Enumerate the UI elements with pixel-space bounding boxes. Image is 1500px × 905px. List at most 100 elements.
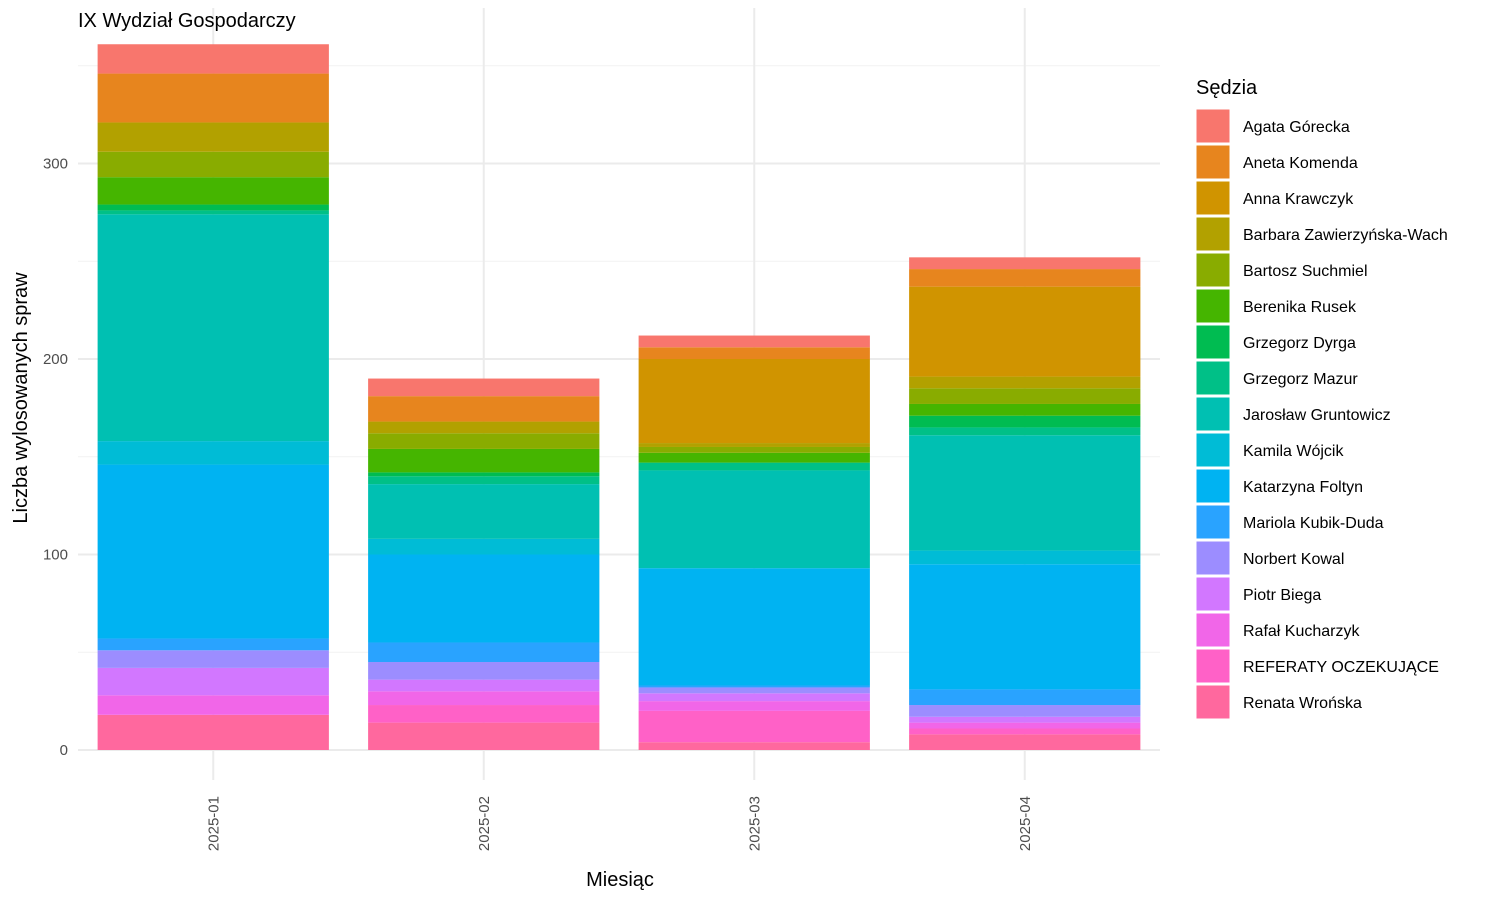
bar-segment-katarzyna-foltyn-2025-02 bbox=[368, 554, 600, 643]
bar-segment-rafał-kucharzyk-2025-02 bbox=[368, 691, 600, 706]
y-tick-label: 0 bbox=[60, 742, 68, 759]
bar-segment-aneta-komenda-2025-02 bbox=[368, 396, 600, 422]
bar-segment-grzegorz-dyrga-2025-04 bbox=[909, 415, 1141, 428]
bar-segment-berenika-rusek-2025-03 bbox=[638, 452, 870, 463]
legend-swatch bbox=[1195, 684, 1231, 720]
axes: 0 100 200 300 2025-01 2025-02 2025-03 2025-04 bbox=[43, 156, 1034, 852]
bar-segment-barbara-zawierzyńska-wach-2025-01 bbox=[97, 122, 329, 152]
bar-segment-katarzyna-foltyn-2025-03 bbox=[638, 568, 870, 686]
bar-segment-renata-wrońska-2025-02 bbox=[368, 722, 600, 750]
bar-segment-grzegorz-dyrga-2025-01 bbox=[97, 204, 329, 211]
bar-segment-norbert-kowal-2025-02 bbox=[368, 662, 600, 680]
x-tick-label: 2025-03 bbox=[746, 796, 763, 851]
legend-swatch bbox=[1195, 216, 1231, 252]
legend-label: Anna Krawczyk bbox=[1243, 191, 1354, 208]
bar-segment-kamila-wójcik-2025-02 bbox=[368, 538, 600, 555]
legend-label: Grzegorz Mazur bbox=[1243, 371, 1358, 388]
legend-swatch bbox=[1195, 576, 1231, 612]
bar-segment-piotr-biega-2025-02 bbox=[368, 679, 600, 692]
legend-swatch bbox=[1195, 648, 1231, 684]
bar-segment-aneta-komenda-2025-01 bbox=[97, 73, 329, 123]
bar-segment-agata-górecka-2025-03 bbox=[638, 335, 870, 348]
chart-title: IX Wydział Gospodarczy bbox=[78, 10, 296, 32]
bar-segment-agata-górecka-2025-01 bbox=[97, 44, 329, 74]
y-axis-title: Liczba wylosowanych spraw bbox=[10, 272, 32, 524]
bar-segment-bartosz-suchmiel-2025-03 bbox=[638, 446, 870, 453]
bar-segment-piotr-biega-2025-01 bbox=[97, 667, 329, 696]
bar-segment-jarosław-gruntowicz-2025-04 bbox=[909, 435, 1141, 551]
bar-segment-renata-wrońska-2025-01 bbox=[97, 714, 329, 750]
bar-segment-referaty-oczekujące-2025-02 bbox=[368, 705, 600, 723]
bar-segment-berenika-rusek-2025-02 bbox=[368, 448, 600, 473]
legend-swatch bbox=[1195, 432, 1231, 468]
bar-segment-katarzyna-foltyn-2025-04 bbox=[909, 564, 1141, 690]
legend-label: Aneta Komenda bbox=[1243, 155, 1358, 172]
bars bbox=[97, 44, 1141, 750]
legend-swatch bbox=[1195, 612, 1231, 648]
bar-segment-grzegorz-mazur-2025-02 bbox=[368, 476, 600, 485]
legend-swatch bbox=[1195, 324, 1231, 360]
y-tick-label: 100 bbox=[43, 547, 68, 564]
legend-label: Bartosz Suchmiel bbox=[1243, 263, 1368, 280]
x-tick-label: 2025-04 bbox=[1017, 796, 1034, 851]
bar-segment-mariola-kubik-duda-2025-02 bbox=[368, 642, 600, 663]
legend-swatch bbox=[1195, 540, 1231, 576]
legend-swatch bbox=[1195, 504, 1231, 540]
bar-segment-kamila-wójcik-2025-01 bbox=[97, 441, 329, 465]
bar-segment-jarosław-gruntowicz-2025-03 bbox=[638, 470, 870, 569]
legend-swatch bbox=[1195, 288, 1231, 324]
y-tick-label: 200 bbox=[43, 351, 68, 368]
bar-segment-grzegorz-mazur-2025-01 bbox=[97, 210, 329, 215]
bar-segment-bartosz-suchmiel-2025-02 bbox=[368, 433, 600, 449]
bar-segment-renata-wrońska-2025-04 bbox=[909, 734, 1141, 750]
bar-segment-grzegorz-mazur-2025-04 bbox=[909, 427, 1141, 436]
bar-segment-grzegorz-dyrga-2025-02 bbox=[368, 472, 600, 477]
bar-segment-bartosz-suchmiel-2025-01 bbox=[97, 151, 329, 178]
bar-segment-mariola-kubik-duda-2025-04 bbox=[909, 689, 1141, 706]
legend-label: Mariola Kubik-Duda bbox=[1243, 515, 1384, 532]
legend-label: Katarzyna Foltyn bbox=[1243, 479, 1363, 496]
legend-label: Kamila Wójcik bbox=[1243, 443, 1344, 460]
x-tick-label: 2025-02 bbox=[476, 796, 493, 851]
legend-swatch bbox=[1195, 396, 1231, 432]
legend-label: Jarosław Gruntowicz bbox=[1243, 407, 1391, 424]
legend-label: Renata Wrońska bbox=[1243, 695, 1362, 712]
legend-label: Grzegorz Dyrga bbox=[1243, 335, 1356, 352]
bar-segment-referaty-oczekujące-2025-03 bbox=[638, 710, 870, 743]
legend-label: Barbara Zawierzyńska-Wach bbox=[1243, 227, 1448, 244]
legend-swatch bbox=[1195, 108, 1231, 144]
bar-segment-norbert-kowal-2025-01 bbox=[97, 650, 329, 668]
legend-swatch bbox=[1195, 468, 1231, 504]
bar-segment-anna-krawczyk-2025-04 bbox=[909, 286, 1141, 377]
bar-segment-grzegorz-mazur-2025-03 bbox=[638, 462, 870, 471]
bar-segment-aneta-komenda-2025-03 bbox=[638, 347, 870, 359]
legend-label: Rafał Kucharzyk bbox=[1243, 623, 1360, 640]
bar-segment-agata-górecka-2025-04 bbox=[909, 257, 1141, 270]
legend-label: Piotr Biega bbox=[1243, 587, 1321, 604]
bar-segment-anna-krawczyk-2025-03 bbox=[638, 359, 870, 444]
legend-label: Agata Górecka bbox=[1243, 119, 1350, 136]
bar-segment-barbara-zawierzyńska-wach-2025-02 bbox=[368, 421, 600, 434]
bar-segment-norbert-kowal-2025-04 bbox=[909, 705, 1141, 717]
x-tick-label: 2025-01 bbox=[205, 796, 222, 851]
x-axis-title: Miesiąc bbox=[586, 869, 654, 891]
legend-label: Berenika Rusek bbox=[1243, 299, 1357, 316]
bar-segment-rafał-kucharzyk-2025-04 bbox=[909, 722, 1141, 729]
bar-segment-referaty-oczekujące-2025-04 bbox=[909, 728, 1141, 735]
bar-segment-jarosław-gruntowicz-2025-02 bbox=[368, 484, 600, 539]
bar-segment-rafał-kucharzyk-2025-03 bbox=[638, 701, 870, 711]
bar-segment-jarosław-gruntowicz-2025-01 bbox=[97, 214, 329, 442]
bar-segment-rafał-kucharzyk-2025-01 bbox=[97, 695, 329, 715]
legend-label: REFERATY OCZEKUJĄCE bbox=[1243, 659, 1439, 676]
bar-segment-katarzyna-foltyn-2025-01 bbox=[97, 464, 329, 639]
bar-segment-barbara-zawierzyńska-wach-2025-04 bbox=[909, 376, 1141, 389]
legend-label: Norbert Kowal bbox=[1243, 551, 1344, 568]
y-tick-label: 300 bbox=[43, 156, 68, 173]
bar-segment-piotr-biega-2025-03 bbox=[638, 693, 870, 702]
legend-title: Sędzia bbox=[1196, 77, 1258, 99]
legend: Sędzia Agata Górecka Aneta Komenda Anna Kr… bbox=[1195, 77, 1448, 720]
bar-segment-aneta-komenda-2025-04 bbox=[909, 269, 1141, 287]
bar-segment-berenika-rusek-2025-01 bbox=[97, 177, 329, 205]
